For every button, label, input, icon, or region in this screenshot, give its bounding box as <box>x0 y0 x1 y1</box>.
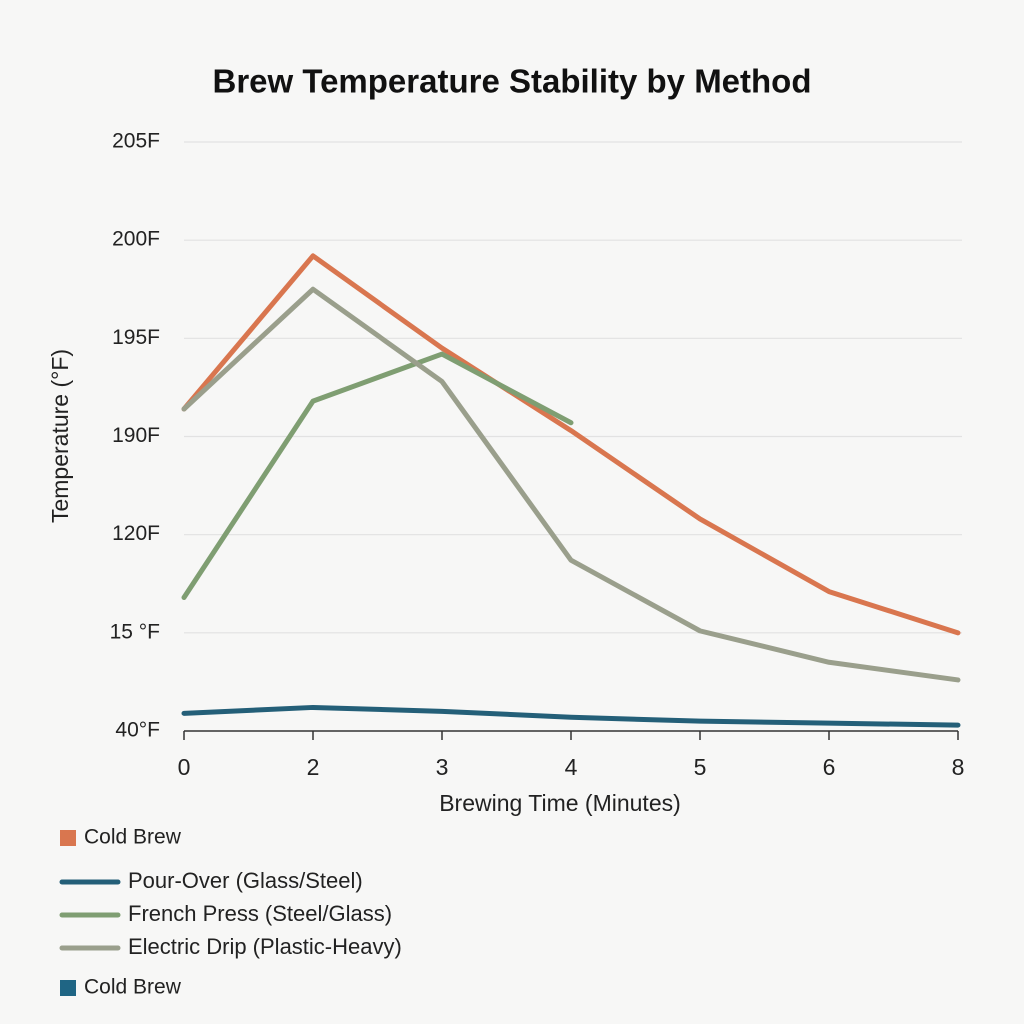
series-line <box>181 351 574 600</box>
y-tick-label: 120F <box>112 522 160 545</box>
y-tick-label: 15 °F <box>110 620 160 643</box>
series-line <box>181 704 961 728</box>
legend-swatch <box>60 980 76 996</box>
legend-label: Electric Drip (Plastic-Heavy) <box>128 934 402 959</box>
legend-label: Pour-Over (Glass/Steel) <box>128 868 363 893</box>
x-tick-label: 8 <box>952 754 965 780</box>
y-axis-label: Temperature (°F) <box>47 349 73 523</box>
y-tick-label: 200F <box>112 228 160 251</box>
legend-swatch <box>60 830 76 846</box>
x-tick-label: 2 <box>307 754 320 780</box>
x-axis-label: Brewing Time (Minutes) <box>439 790 681 816</box>
legend-label: Cold Brew <box>84 976 182 999</box>
y-tick-label: 195F <box>112 326 160 349</box>
y-tick-label: 190F <box>112 424 160 447</box>
x-tick-label: 3 <box>436 754 449 780</box>
y-tick-label: 40°F <box>115 719 160 742</box>
x-tick-label: 5 <box>694 754 707 780</box>
series-line <box>181 253 961 636</box>
series-line <box>181 286 961 683</box>
x-tick-label: 6 <box>823 754 836 780</box>
legend-label: Cold Brew <box>84 826 182 849</box>
y-tick-label: 205F <box>112 130 160 153</box>
chart-title: Brew Temperature Stability by Method <box>213 63 812 100</box>
x-tick-label: 4 <box>565 754 578 780</box>
x-tick-label: 0 <box>178 754 191 780</box>
legend-label: French Press (Steel/Glass) <box>128 901 392 926</box>
